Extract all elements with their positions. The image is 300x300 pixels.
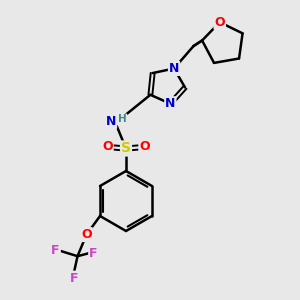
Text: O: O bbox=[102, 140, 113, 154]
Text: N: N bbox=[165, 97, 176, 110]
Text: S: S bbox=[121, 142, 131, 155]
Text: O: O bbox=[214, 16, 225, 29]
Text: O: O bbox=[81, 228, 92, 241]
Text: N: N bbox=[169, 62, 179, 75]
Text: F: F bbox=[70, 272, 78, 285]
Text: O: O bbox=[139, 140, 150, 154]
Text: F: F bbox=[51, 244, 60, 257]
Text: N: N bbox=[106, 115, 116, 128]
Text: F: F bbox=[89, 247, 98, 260]
Text: H: H bbox=[118, 114, 127, 124]
